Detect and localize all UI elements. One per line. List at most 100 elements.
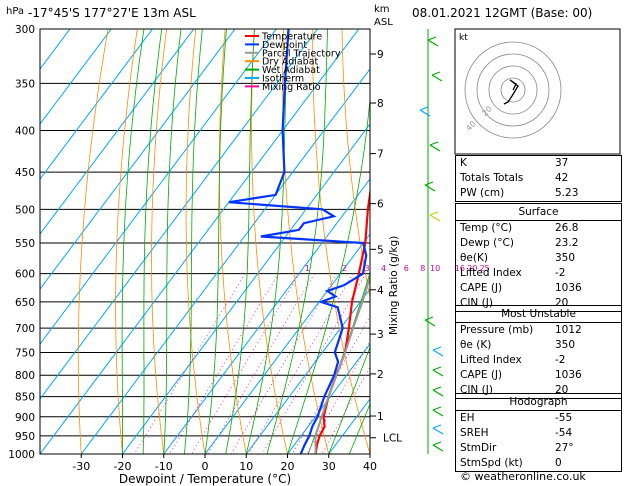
- x-axis-title: Dewpoint / Temperature (°C): [119, 472, 291, 486]
- hodograph-ring: [500, 77, 526, 103]
- wind-barb: [432, 346, 444, 357]
- mixing-ratio-label: 20: [467, 264, 477, 273]
- wind-barb: [419, 106, 431, 117]
- dry-adiabat-line: [371, 29, 452, 454]
- wind-barb: [429, 141, 441, 152]
- wet-adiabat-line: [266, 29, 328, 454]
- x-tick-label: 30: [322, 460, 336, 473]
- wind-barb: [431, 71, 443, 82]
- x-tick-label: 20: [281, 460, 295, 473]
- dewpoint-curve: [228, 29, 368, 454]
- index-row: Totals Totals 42: [456, 171, 621, 186]
- mixing-ratio-line: [248, 273, 354, 454]
- surface-row: CAPE (J) 1036: [456, 281, 621, 296]
- x-tick-label: -30: [72, 460, 90, 473]
- mixing-ratio-axis-title: Mixing Ratio (g/kg): [388, 236, 400, 335]
- mixing-ratio-label: 10: [430, 264, 440, 273]
- surface-row-label: Lifted Index: [460, 267, 522, 279]
- most-unstable-title: Most Unstable: [456, 306, 621, 323]
- pressure-tick-label: 450: [15, 167, 35, 179]
- hodograph-ring: [488, 65, 538, 115]
- km-tick-label: 5: [377, 244, 384, 256]
- surface-row-value: 26.8: [555, 222, 579, 234]
- legend-dry-adiabat-label: Dry Adiabat: [262, 57, 319, 68]
- x-tick-label: 0: [202, 460, 209, 473]
- most-unstable-table: Most Unstable Pressure (mb) 1012 θe (K) 350…: [455, 305, 622, 399]
- hodograph-title: Hodograph: [456, 394, 621, 411]
- dry-adiabat-line: [77, 29, 109, 454]
- hodograph-row-label: SREH: [460, 427, 489, 439]
- hodograph-row: StmSpd (kt) 0: [456, 456, 621, 471]
- hodograph-row-label: EH: [460, 412, 475, 424]
- mixing-ratio-label: 2: [342, 264, 347, 273]
- wind-barb: [432, 366, 444, 377]
- wind-barb: [429, 211, 441, 222]
- surface-row-label: θe(K): [460, 252, 488, 264]
- km-tick-label: 1: [377, 411, 384, 423]
- dry-adiabat-line: [218, 29, 247, 454]
- most-unstable-row-label: θe (K): [460, 339, 492, 351]
- mixing-ratio-line: [291, 315, 370, 454]
- most-unstable-row-label: Lifted Index: [460, 354, 522, 366]
- hodograph-row-value: 0: [555, 457, 562, 469]
- isotherm-line: [163, 178, 370, 454]
- isotherm-line: [40, 29, 360, 454]
- surface-table: Surface Temp (°C) 26.8 Dewp (°C) 23.2 θe(K) 3…: [455, 203, 622, 312]
- hodograph-row-value: -55: [555, 412, 573, 424]
- mixing-ratio-label: 3: [365, 264, 370, 273]
- mixing-ratio-label: 16: [455, 264, 465, 273]
- index-row-value: 5.23: [555, 187, 579, 199]
- x-tick-label: 40: [363, 460, 377, 473]
- wind-barb: [424, 181, 436, 192]
- temperature-curve: [314, 186, 370, 454]
- hodograph-row-label: StmDir: [460, 442, 497, 454]
- hodograph-row: StmDir 27°: [456, 441, 621, 456]
- legend-temperature-label: Temperature: [261, 32, 322, 43]
- surface-row-label: Temp (°C): [460, 222, 513, 234]
- wet-adiabat-line: [245, 29, 289, 454]
- dry-adiabat-line: [341, 29, 370, 300]
- mixing-ratio-label: 6: [404, 264, 409, 273]
- wet-adiabat-line: [142, 29, 163, 454]
- most-unstable-row-value: -2: [555, 354, 566, 366]
- km-unit-label: km: [374, 4, 390, 15]
- index-row-label: K: [460, 157, 467, 169]
- surface-row: Lifted Index -2: [456, 266, 621, 281]
- mixing-ratio-line: [169, 273, 279, 454]
- wind-barb: [432, 424, 444, 435]
- pressure-tick-label: 400: [15, 126, 35, 138]
- most-unstable-row-value: 1012: [555, 324, 582, 336]
- hodograph-unit-label: kt: [459, 33, 468, 43]
- index-row: K 37: [456, 156, 621, 171]
- surface-row-label: CAPE (J): [460, 282, 503, 294]
- legend-wet-adiabat-label: Wet Adiabat: [262, 65, 320, 76]
- wet-adiabat-line: [287, 94, 370, 454]
- legend-dewpoint-label: Dewpoint: [262, 40, 307, 51]
- km-tick-label: LCL: [383, 433, 402, 445]
- surface-row: Dewp (°C) 23.2: [456, 236, 621, 251]
- surface-title: Surface: [456, 204, 621, 221]
- surface-row: θe(K) 350: [456, 251, 621, 266]
- asl-unit-label: ASL: [374, 17, 393, 28]
- mixing-ratio-label: 8: [420, 264, 425, 273]
- datetime-label: 08.01.2021 12GMT (Base: 00): [412, 6, 593, 20]
- mixing-ratio-line: [207, 273, 315, 454]
- pressure-tick-label: 750: [15, 347, 35, 359]
- pressure-tick-label: 700: [15, 323, 35, 335]
- km-tick-label: 6: [377, 199, 384, 211]
- index-row-value: 42: [555, 172, 569, 184]
- km-tick-label: 4: [377, 285, 384, 297]
- hodograph-row-value: 27°: [555, 442, 574, 454]
- isotherm-line: [40, 29, 71, 70]
- isotherm-line: [40, 29, 318, 400]
- hodograph-row: SREH -54: [456, 426, 621, 441]
- wind-barb: [432, 441, 444, 452]
- wet-adiabat-line: [204, 29, 227, 454]
- km-tick-label: 7: [377, 149, 384, 161]
- x-tick-label: -20: [114, 460, 132, 473]
- index-row-value: 37: [555, 157, 569, 169]
- pressure-tick-label: 500: [15, 204, 35, 216]
- legend-isotherm-label: Isotherm: [262, 74, 304, 85]
- surface-row-value: 23.2: [555, 237, 579, 249]
